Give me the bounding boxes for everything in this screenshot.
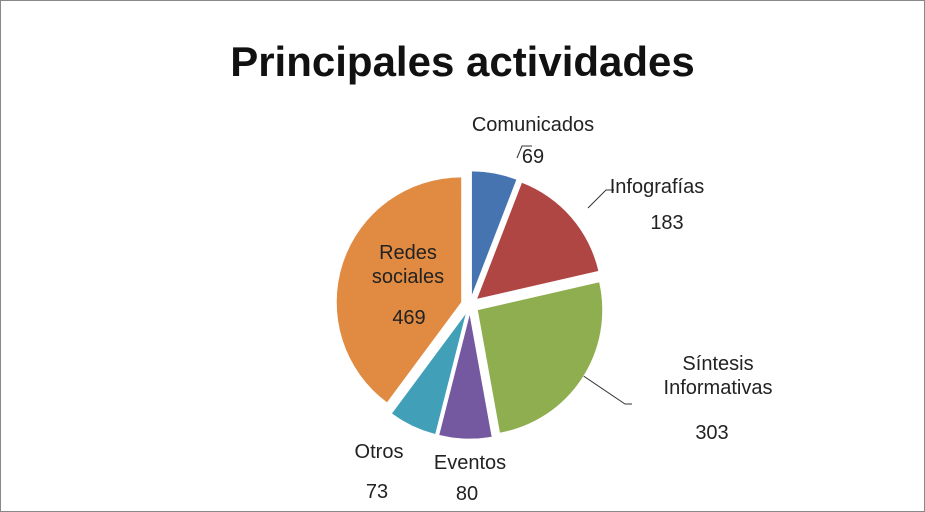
value-label: 183 <box>650 212 684 234</box>
value-label: 303 <box>695 422 729 444</box>
pie-slice <box>477 281 603 434</box>
pie-slice <box>471 170 517 297</box>
slice-label: Comunicados <box>471 114 595 136</box>
chart-title: Principales actividades <box>230 38 695 85</box>
leader-line <box>516 145 532 159</box>
slice-label: Síntesis Informativas <box>663 353 773 399</box>
value-label: 73 <box>365 481 389 503</box>
slice-label: Eventos <box>433 452 507 474</box>
slice-label: Redes sociales <box>371 242 445 288</box>
leader-line <box>581 374 632 405</box>
pie-slice <box>391 312 467 435</box>
leader-line <box>587 189 614 209</box>
value-label: 69 <box>521 146 545 168</box>
slice-label: Otros <box>354 441 404 463</box>
pie-slice <box>438 313 493 440</box>
value-label: 80 <box>455 483 479 505</box>
pie-slice <box>476 182 599 300</box>
value-label: 469 <box>392 307 426 329</box>
pie-slice <box>336 176 462 403</box>
slice-label: Infografías <box>609 176 705 198</box>
